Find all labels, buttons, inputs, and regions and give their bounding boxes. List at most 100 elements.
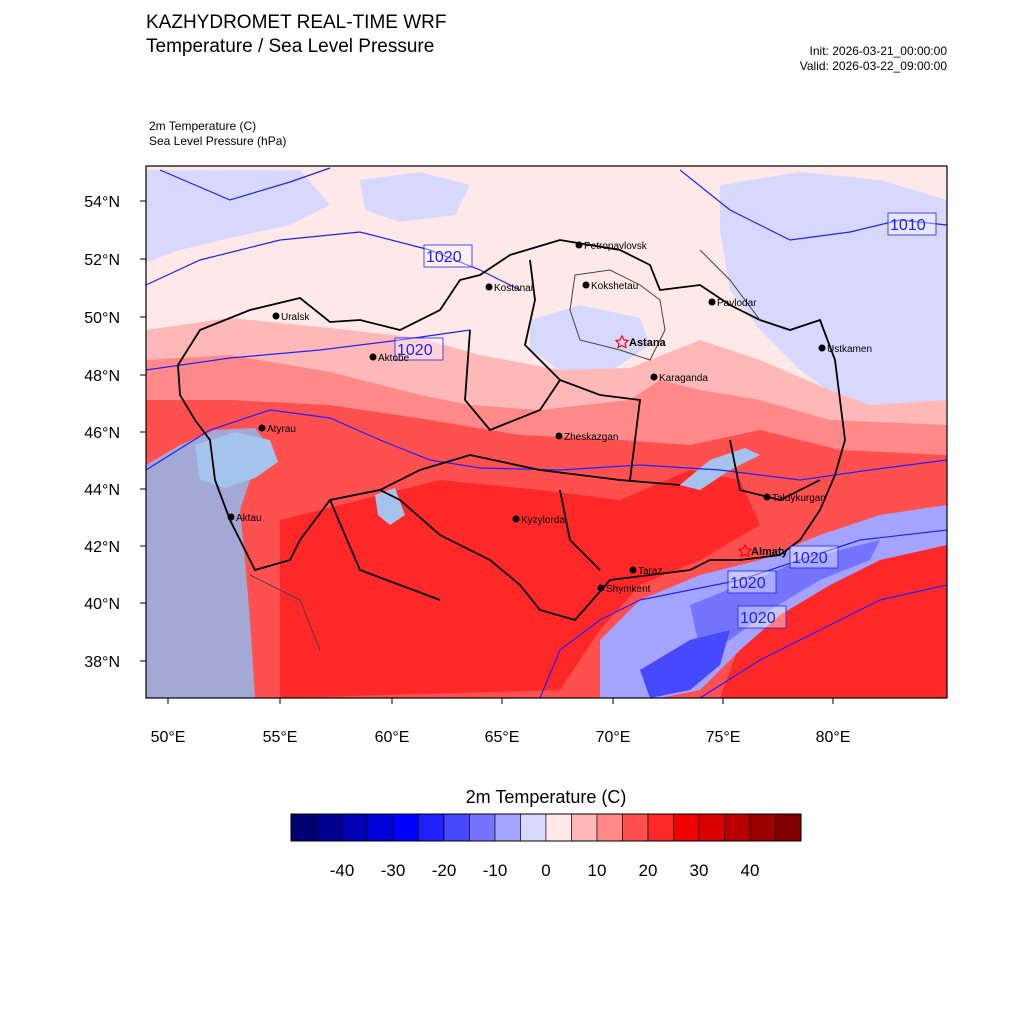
capital-star-icon <box>737 543 753 558</box>
regional-borders <box>249 249 761 651</box>
city-petropavlovsk: Petropavlovsk <box>575 241 648 252</box>
city-zheskazgan: Zheskazgan <box>555 432 618 443</box>
aral-sea <box>375 488 405 525</box>
city-ustkamen: Ustkamen <box>818 344 872 355</box>
colorbar-swatch <box>545 813 572 842</box>
lon-label: 70°E <box>596 729 631 746</box>
city-label: Aktau <box>236 513 262 524</box>
city-taraz: Taraz <box>629 566 662 577</box>
tick-marks <box>140 200 834 704</box>
city-almaty: Almaty <box>737 543 789 558</box>
colorbar-label: -30 <box>380 861 406 880</box>
cold-region-nw <box>146 170 330 262</box>
colorbar-swatch <box>520 813 547 842</box>
valid-time: Valid: 2026-03-22_09:00:00 <box>799 59 947 73</box>
city-atyrau: Atyrau <box>258 424 296 435</box>
colorbar-label: 30 <box>689 861 709 880</box>
city-label: Aktobe <box>378 353 410 364</box>
lat-label: 44°N <box>84 482 120 499</box>
isobar-labels: 1010 1020 1020 1020 1020 1020 <box>394 212 937 629</box>
colorbar-swatch <box>571 813 598 842</box>
city-taldykurgan: Taldykurgan <box>763 493 826 504</box>
colorbar-title: 2m Temperature (C) <box>465 787 627 807</box>
colorbar-swatches <box>290 813 802 842</box>
lat-label: 48°N <box>84 368 120 385</box>
field-label-temperature: 2m Temperature (C) <box>149 119 257 133</box>
mountain-cold-peak <box>640 630 730 698</box>
city-label: Uralsk <box>281 312 310 323</box>
lon-label: 80°E <box>816 729 851 746</box>
kazakhstan-borders <box>177 239 846 622</box>
colorbar-label: 0 <box>541 861 551 880</box>
colorbar-frame <box>290 813 802 842</box>
lon-label: 60°E <box>375 729 410 746</box>
caspian-north-shallow <box>195 432 278 488</box>
isobars <box>146 167 947 698</box>
colorbar-swatch <box>290 813 317 842</box>
lon-label: 75°E <box>706 729 741 746</box>
colorbar-label: -40 <box>329 861 355 880</box>
mountain-cold-core <box>690 540 880 650</box>
colorbar-swatch <box>596 813 623 842</box>
isobar-label: 1020 <box>397 342 433 359</box>
city-shymkent: Shymkent <box>597 584 651 595</box>
city-label: Pavlodar <box>717 298 757 309</box>
warm-region-se <box>720 540 947 698</box>
lat-label: 42°N <box>84 539 120 556</box>
run-times: Init: 2026-03-21_00:00:00 Valid: 2026-03… <box>800 44 947 74</box>
caspian-sea <box>146 428 275 698</box>
city-kyzylorda: Kyzylorda <box>512 515 565 526</box>
city-kokshetau: Kokshetau <box>582 281 638 292</box>
isobar-label: 1020 <box>792 550 828 567</box>
colorbar-label: 20 <box>638 861 658 880</box>
colorbar-swatch <box>494 813 521 842</box>
lat-label: 52°N <box>84 252 120 269</box>
latitude-labels: 54°N 52°N 50°N 48°N 46°N 44°N 42°N 40°N … <box>84 194 120 671</box>
city-label: Taldykurgan <box>772 493 826 504</box>
city-label: Astana <box>629 337 667 349</box>
isobar-label: 1020 <box>426 249 462 266</box>
colorbar-swatch <box>367 813 394 842</box>
colorbar-swatch <box>698 813 725 842</box>
plot-title: KAZHYDROMET REAL-TIME WRF <box>146 12 447 33</box>
city-label: Ustkamen <box>827 344 872 355</box>
city-aktobe: Aktobe <box>369 353 410 364</box>
plot-subtitle: Temperature / Sea Level Pressure <box>146 36 435 57</box>
colorbar-swatch <box>341 813 368 842</box>
city-label: Atyrau <box>267 424 296 435</box>
colorbar-swatch <box>775 813 802 842</box>
city-pavlodar: Pavlodar <box>708 298 757 309</box>
lon-label: 55°E <box>263 729 298 746</box>
init-time: Init: 2026-03-21_00:00:00 <box>809 44 947 58</box>
field-label-pressure: Sea Level Pressure (hPa) <box>149 134 287 148</box>
city-uralsk: Uralsk <box>272 312 310 323</box>
city-label: Almaty <box>751 546 789 558</box>
city-label: Kokshetau <box>591 281 638 292</box>
colorbar-swatch <box>622 813 649 842</box>
colorbar-swatch <box>724 813 751 842</box>
city-label: Kyzylorda <box>521 515 565 526</box>
cold-region-central <box>530 305 650 372</box>
colorbar-swatch <box>443 813 470 842</box>
city-karaganda: Karaganda <box>650 373 708 384</box>
city-label: Shymkent <box>606 584 651 595</box>
lat-label: 46°N <box>84 425 120 442</box>
isobar-label: 1010 <box>890 217 926 234</box>
city-markers: Petropavlovsk Kostanai Kokshetau Pavloda… <box>227 241 872 595</box>
city-aktau: Aktau <box>227 513 262 524</box>
colorbar-label: -10 <box>482 861 508 880</box>
isobar-label: 1020 <box>740 610 776 627</box>
colorbar-swatch <box>673 813 700 842</box>
colorbar-swatch <box>749 813 776 842</box>
lat-label: 54°N <box>84 194 120 211</box>
city-label: Kostanai <box>494 283 533 294</box>
colorbar-swatch <box>418 813 445 842</box>
city-label: Zheskazgan <box>564 432 618 443</box>
lat-label: 38°N <box>84 654 120 671</box>
city-label: Petropavlovsk <box>584 241 648 252</box>
city-kostanai: Kostanai <box>485 283 533 294</box>
capital-star-icon <box>614 334 630 349</box>
lat-label: 40°N <box>84 596 120 613</box>
longitude-labels: 50°E 55°E 60°E 65°E 70°E 75°E 80°E <box>151 729 851 746</box>
